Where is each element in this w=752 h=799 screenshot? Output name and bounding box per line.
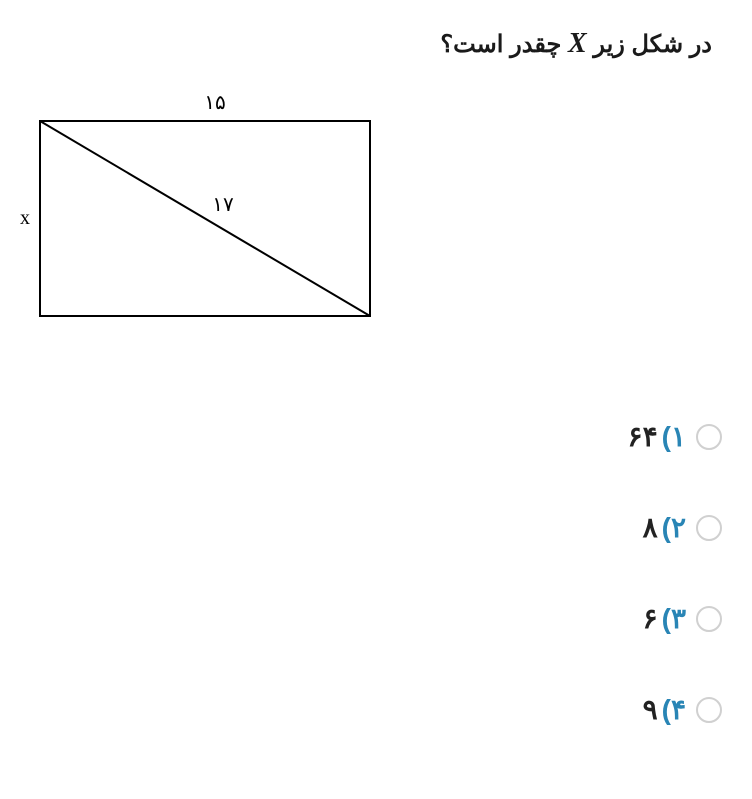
option-number: ۴) xyxy=(662,693,686,726)
option-3[interactable]: ۳) ۶ xyxy=(628,602,722,635)
question-variable: X xyxy=(568,28,587,60)
radio-icon[interactable] xyxy=(696,606,722,632)
option-value: ۶۴ xyxy=(628,420,658,453)
question-prefix: در شکل زیر xyxy=(593,31,712,58)
option-1[interactable]: ۱) ۶۴ xyxy=(628,420,722,453)
option-2[interactable]: ۲) ۸ xyxy=(628,511,722,544)
option-4[interactable]: ۴) ۹ xyxy=(628,693,722,726)
option-value: ۸ xyxy=(643,511,658,544)
option-number: ۳) xyxy=(662,602,686,635)
radio-icon[interactable] xyxy=(696,697,722,723)
radio-icon[interactable] xyxy=(696,424,722,450)
option-value: ۶ xyxy=(643,602,658,635)
question-text: در شکل زیر X چقدر است؟ xyxy=(440,28,712,60)
question-suffix: چقدر است؟ xyxy=(440,31,561,58)
diagram-top-label: ۱۵ xyxy=(50,90,380,115)
diagonal-label: ۱۷ xyxy=(212,194,234,216)
rectangle-svg: ۱۷ xyxy=(38,119,372,318)
option-number: ۱) xyxy=(662,420,686,453)
options-list: ۱) ۶۴ ۲) ۸ ۳) ۶ ۴) ۹ xyxy=(628,420,722,784)
option-number: ۲) xyxy=(662,511,686,544)
radio-icon[interactable] xyxy=(696,515,722,541)
diagram-left-label: x xyxy=(20,207,30,230)
diagram: ۱۵ x ۱۷ xyxy=(20,90,380,318)
option-value: ۹ xyxy=(643,693,658,726)
